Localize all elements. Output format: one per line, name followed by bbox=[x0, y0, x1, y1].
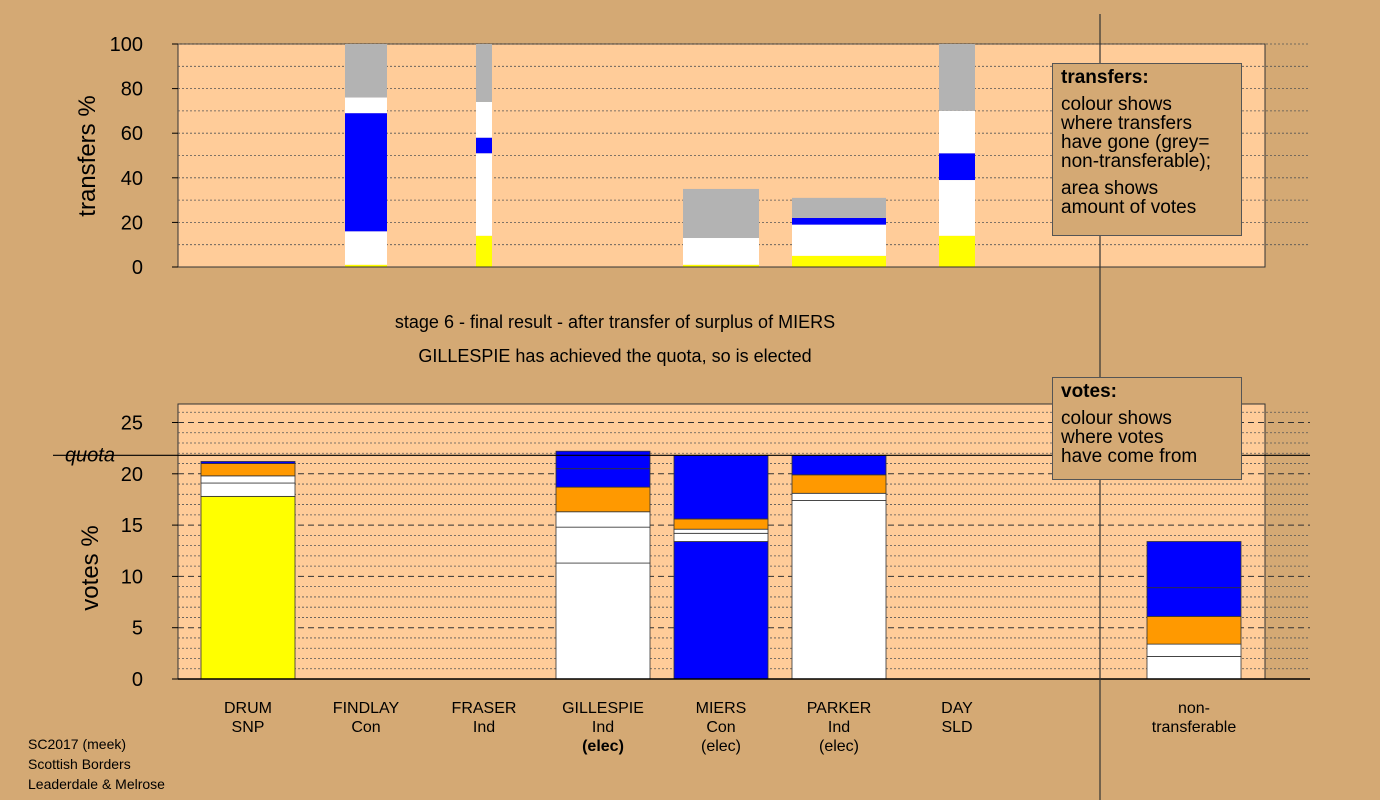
transfer-segment-findlay bbox=[345, 97, 387, 114]
candidate-party-label: Ind bbox=[473, 719, 495, 736]
candidate-party-label: Ind bbox=[592, 719, 614, 736]
vote-segment-gillespie bbox=[555, 526, 651, 564]
vote-segment-drum bbox=[200, 475, 296, 484]
transfers-y-tick-label: 20 bbox=[121, 212, 143, 234]
candidate-name-label: DRUM bbox=[224, 700, 272, 717]
vote-segment-miers bbox=[673, 454, 769, 520]
transfer-segment-fraser bbox=[476, 137, 492, 154]
transfers-y-axis-label: transfers % bbox=[74, 95, 101, 216]
transfer-segment-day bbox=[939, 110, 975, 154]
vote-segment-gillespie bbox=[555, 562, 651, 680]
transfers-legend-area-text: area shows amount of votes bbox=[1061, 178, 1197, 218]
candidate-party-label: transferable bbox=[1152, 719, 1237, 736]
vote-segment-gillespie bbox=[555, 450, 651, 470]
votes-y-tick-label: 0 bbox=[132, 669, 143, 691]
transfer-segment-findlay bbox=[345, 264, 387, 267]
vote-segment-miers bbox=[673, 518, 769, 530]
footer-count-method: SC2017 (meek) bbox=[28, 736, 127, 752]
vote-segment-parker bbox=[791, 492, 887, 501]
vote-segment-drum bbox=[200, 463, 296, 477]
transfers-y-tick-label: 80 bbox=[121, 79, 143, 101]
vote-segment-parker bbox=[791, 500, 887, 680]
transfers-legend: transfers: colour shows where transfers … bbox=[1052, 63, 1242, 236]
votes-y-tick-label: 20 bbox=[121, 464, 143, 486]
footer-council: Scottish Borders bbox=[28, 756, 131, 772]
transfer-segment-parker bbox=[792, 197, 886, 218]
candidate-party-label: SNP bbox=[232, 719, 265, 736]
candidate-name-label: non- bbox=[1178, 700, 1210, 717]
transfers-y-tick-label: 100 bbox=[110, 34, 143, 56]
votes-y-tick-label: 25 bbox=[121, 413, 143, 435]
candidate-name-label: FRASER bbox=[452, 700, 517, 717]
candidate-party-label: Con bbox=[351, 719, 380, 736]
transfer-segment-parker bbox=[792, 224, 886, 256]
vote-segment-miers bbox=[673, 532, 769, 542]
elected-caption: GILLESPIE has achieved the quota, so is … bbox=[418, 346, 811, 366]
candidate-status-label: (elec) bbox=[819, 738, 859, 755]
stage-caption: stage 6 - final result - after transfer … bbox=[395, 312, 835, 332]
transfer-segment-findlay bbox=[345, 113, 387, 232]
transfer-segment-fraser bbox=[476, 153, 492, 236]
transfer-segment-day bbox=[939, 153, 975, 181]
vote-segment-gillespie bbox=[555, 486, 651, 513]
candidate-name-label: GILLESPIE bbox=[562, 700, 644, 717]
vote-segment-non bbox=[1146, 616, 1242, 645]
transfers-legend-title: transfers: bbox=[1061, 67, 1149, 88]
votes-y-axis-label: votes % bbox=[77, 525, 104, 610]
vote-segment-non bbox=[1146, 643, 1242, 657]
transfer-segment-miers bbox=[683, 264, 759, 267]
vote-segment-non bbox=[1146, 541, 1242, 589]
footer-ward: Leaderdale & Melrose bbox=[28, 776, 165, 792]
candidate-name-label: MIERS bbox=[696, 700, 747, 717]
vote-segment-drum bbox=[200, 461, 296, 464]
transfer-segment-fraser bbox=[476, 44, 492, 102]
transfer-segment-findlay bbox=[345, 44, 387, 98]
quota-label: quota bbox=[65, 444, 115, 466]
transfers-y-tick-label: 40 bbox=[121, 168, 143, 190]
votes-legend-text: colour shows where votes have come from bbox=[1061, 408, 1198, 467]
candidate-name-label: PARKER bbox=[807, 700, 872, 717]
vote-segment-gillespie bbox=[555, 468, 651, 488]
vote-segment-drum bbox=[200, 482, 296, 497]
candidate-party-label: SLD bbox=[941, 719, 972, 736]
transfers-legend-text: colour shows where transfers have gone (… bbox=[1061, 94, 1211, 172]
candidate-party-label: Con bbox=[706, 719, 735, 736]
transfer-segment-findlay bbox=[345, 231, 387, 265]
votes-y-tick-label: 15 bbox=[121, 515, 143, 537]
vote-segment-miers bbox=[673, 528, 769, 534]
votes-y-tick-label: 10 bbox=[121, 566, 143, 588]
candidate-name-label: FINDLAY bbox=[333, 700, 400, 717]
votes-y-tick-label: 5 bbox=[132, 618, 143, 640]
vote-segment-non bbox=[1146, 656, 1242, 680]
vote-segment-gillespie bbox=[555, 511, 651, 528]
transfer-segment-parker bbox=[792, 217, 886, 225]
candidate-name-label: DAY bbox=[941, 700, 973, 717]
transfer-segment-day bbox=[939, 180, 975, 236]
transfer-segment-day bbox=[939, 235, 975, 267]
transfer-segment-fraser bbox=[476, 101, 492, 138]
transfer-segment-fraser bbox=[476, 235, 492, 267]
candidate-party-label: Ind bbox=[828, 719, 850, 736]
footer-info: SC2017 (meek) Scottish Borders Leaderdal… bbox=[28, 734, 165, 794]
votes-legend: votes: colour shows where votes have com… bbox=[1052, 377, 1242, 480]
transfers-y-tick-label: 60 bbox=[121, 123, 143, 145]
vote-segment-drum bbox=[200, 495, 296, 680]
candidate-status-label: (elec) bbox=[701, 738, 741, 755]
vote-segment-parker bbox=[791, 474, 887, 494]
vote-segment-non bbox=[1146, 587, 1242, 617]
transfers-y-tick-label: 0 bbox=[132, 257, 143, 279]
transfer-segment-parker bbox=[792, 255, 886, 267]
transfer-segment-miers bbox=[683, 188, 759, 239]
vote-segment-parker bbox=[791, 454, 887, 476]
vote-segment-miers bbox=[673, 541, 769, 680]
transfer-segment-miers bbox=[683, 238, 759, 265]
transfer-segment-day bbox=[939, 44, 975, 111]
votes-legend-title: votes: bbox=[1061, 381, 1117, 402]
candidate-status-label: (elec) bbox=[582, 738, 624, 755]
